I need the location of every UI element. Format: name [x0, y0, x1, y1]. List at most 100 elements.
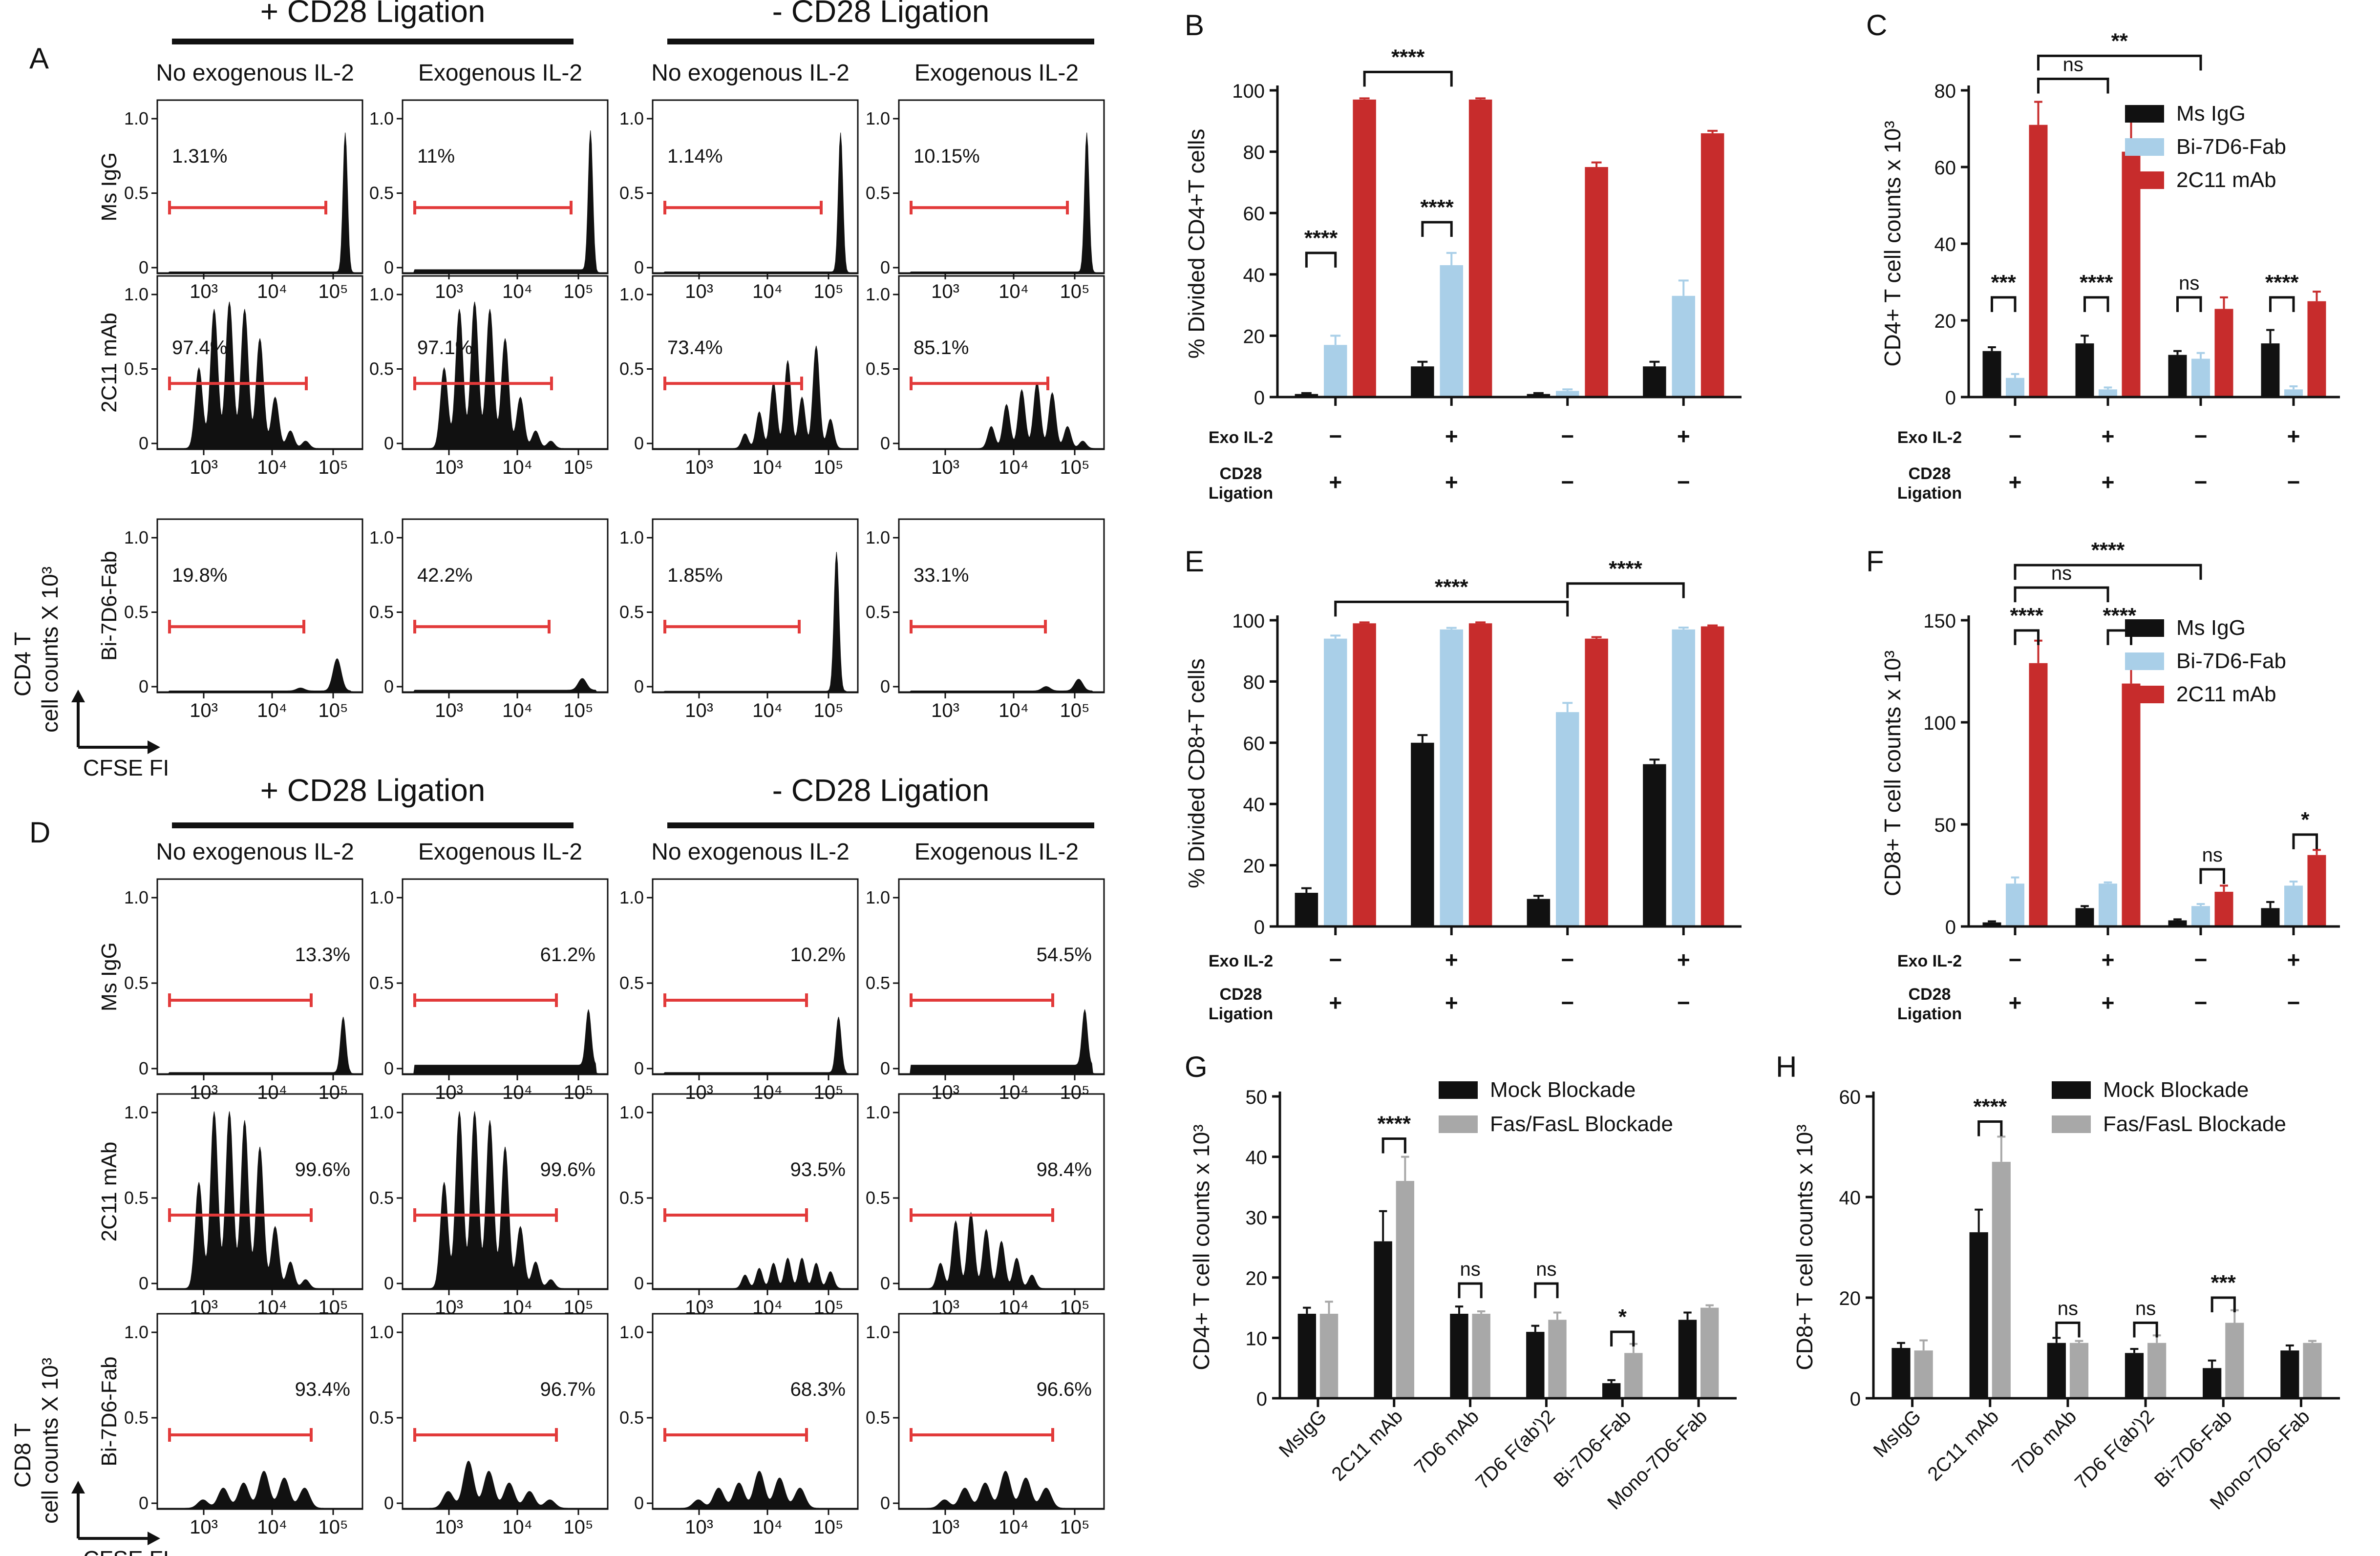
- x-tick-label: 10³: [435, 1082, 463, 1103]
- histogram-frame: [898, 518, 1105, 694]
- y-tick-label: 30: [1246, 1207, 1268, 1229]
- bar-ms-igg: [2075, 908, 2094, 926]
- bracket-line: [1458, 1282, 1483, 1299]
- histogram-frame: [156, 275, 363, 450]
- x-tick-label: 10³: [685, 1516, 713, 1538]
- bar-mock-blockade: [2203, 1368, 2222, 1398]
- bar-fas-fasl-blockade: [2069, 1343, 2089, 1398]
- y-axis-label: CD4+ T cell counts x 10³: [1880, 121, 1905, 366]
- condition-value: +: [1445, 469, 1458, 495]
- y-tick-label: 0: [1256, 1388, 1267, 1410]
- histogram-fill: [158, 132, 362, 273]
- y-tick-label: 60: [1243, 203, 1265, 225]
- x-tick-label: 10⁵: [563, 281, 593, 302]
- x-tick-label: 10⁵: [563, 1516, 593, 1538]
- x-tick-label: 10⁴: [752, 1297, 783, 1318]
- gate-percent: 33.1%: [914, 565, 969, 586]
- condition-label-cd28: CD28: [1909, 464, 1951, 483]
- significance-bracket: ns: [2176, 273, 2202, 312]
- condition-value: +: [1445, 947, 1458, 972]
- y-tick-label: 0: [880, 1273, 890, 1293]
- significance-bracket: ns: [2133, 1298, 2158, 1338]
- bar-bi-7d6-fab: [2284, 389, 2303, 397]
- bar-2c11-mab: [1585, 638, 1608, 926]
- significance-label: ****: [1391, 45, 1425, 69]
- y-tick-label: 0: [1254, 387, 1265, 409]
- histogram-0-2: 0 0.5 1.0 10³ 10⁴ 10⁵ 1.14%: [619, 99, 859, 302]
- y-tick-label: 0.5: [619, 359, 644, 379]
- bar-fas-fasl-blockade: [2225, 1323, 2244, 1398]
- bar-ms-igg: [1295, 394, 1318, 397]
- bracket-line: [2199, 868, 2225, 884]
- histogram-fill: [158, 1471, 362, 1509]
- histogram-frame: [898, 878, 1105, 1075]
- histogram-0-3: 0 0.5 1.0 10³ 10⁴ 10⁵ 10.15%: [866, 99, 1105, 302]
- y-tick-label: 0.5: [866, 973, 890, 993]
- x-tick-label: 10³: [931, 1297, 959, 1318]
- significance-label: ****: [1420, 195, 1454, 219]
- bar-bi-7d6-fab: [1324, 638, 1347, 926]
- histogram-2-1: 0 0.5 1.0 10³ 10⁴ 10⁵ 96.7%: [369, 1313, 609, 1538]
- significance-label: ****: [2265, 271, 2299, 294]
- gate-percent: 11%: [417, 146, 455, 167]
- significance-label: ****: [1378, 1112, 1411, 1136]
- x-tick-label: 10⁵: [563, 1082, 593, 1103]
- histogram-fill: [653, 1471, 857, 1509]
- y-tick-label: 1.0: [619, 527, 644, 547]
- y-tick-label: 0: [1254, 917, 1265, 938]
- bar-2c11-mab: [1353, 623, 1376, 926]
- bar-2c11-mab: [2307, 855, 2326, 926]
- y-tick-label: 0: [139, 433, 149, 453]
- significance-bracket: ns: [2055, 1298, 2081, 1338]
- histogram-frame: [156, 518, 363, 694]
- legend-swatch: [2125, 171, 2164, 189]
- y-tick-label: 20: [1243, 326, 1265, 347]
- y-tick-label: 0.5: [619, 602, 644, 622]
- condition-label-exo-il2: Exo IL-2: [1897, 428, 1962, 447]
- x-tick-label: 10⁵: [813, 457, 843, 478]
- x-tick-label: 10⁵: [563, 457, 593, 478]
- y-tick-label: 0.5: [619, 1188, 644, 1208]
- bracket-line: [1363, 70, 1453, 87]
- y-tick-label: 1.0: [866, 284, 890, 304]
- histogram-1-0: 0 0.5 1.0 10³ 10⁴ 10⁵ 97.4%: [124, 275, 363, 478]
- significance-label: **: [2111, 29, 2128, 53]
- significance-label: ****: [1974, 1095, 2007, 1119]
- x-tick-label: 10⁵: [318, 700, 348, 721]
- significance-bracket: ns: [2199, 844, 2225, 884]
- histogram-frame: [402, 275, 609, 450]
- y-tick-label: 0.5: [369, 359, 394, 379]
- condition-value: +: [1677, 947, 1690, 972]
- arrow-head: [148, 1532, 160, 1545]
- condition-value: +: [2009, 990, 2022, 1015]
- significance-label: ns: [2058, 1298, 2078, 1320]
- y-tick-label: 1.0: [619, 1322, 644, 1342]
- gate-percent: 10.2%: [790, 944, 846, 966]
- gate-percent: 99.6%: [540, 1159, 595, 1180]
- x-tick-label: 10⁴: [752, 457, 783, 478]
- y-tick-label: 0: [880, 433, 890, 453]
- histogram-fill: [158, 658, 362, 693]
- condition-label-exo-il2: Exo IL-2: [1209, 428, 1273, 447]
- x-tick-label: 10⁵: [1060, 1082, 1089, 1103]
- y-tick-label: 150: [1923, 610, 1956, 632]
- bracket-line: [1381, 1137, 1406, 1154]
- condition-value: −: [2287, 469, 2300, 495]
- condition-label-cd28: CD28: [1220, 985, 1262, 1004]
- y-tick-label: 0.5: [369, 973, 394, 993]
- x-tick-label: 10⁴: [999, 1297, 1029, 1318]
- legend-label: Fas/FasL Blockade: [1490, 1112, 1673, 1136]
- condition-value: −: [1677, 990, 1690, 1015]
- condition-value: +: [2102, 423, 2115, 449]
- y-tick-label: 0: [139, 1493, 149, 1513]
- y-tick-label: 1.0: [369, 887, 394, 907]
- x-tick-label: 10⁵: [1060, 1516, 1089, 1538]
- y-tick-label: 1.0: [124, 1102, 149, 1122]
- bracket-line: [2176, 296, 2202, 312]
- x-tick-label: 10³: [435, 281, 463, 302]
- bar-ms-igg: [2261, 343, 2280, 397]
- y-tick-label: 1.0: [369, 1102, 394, 1122]
- y-tick-label: 1.0: [124, 284, 149, 304]
- bar-mock-blockade: [1602, 1383, 1621, 1398]
- gate-percent: 93.5%: [790, 1159, 846, 1180]
